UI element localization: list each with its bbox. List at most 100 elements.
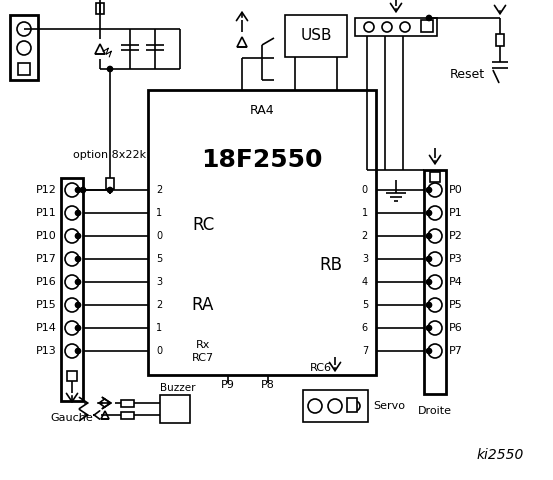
Circle shape <box>428 298 442 312</box>
Circle shape <box>65 183 79 197</box>
Text: option 8x22k: option 8x22k <box>74 150 147 160</box>
Circle shape <box>428 321 442 335</box>
Text: 7: 7 <box>362 346 368 356</box>
Bar <box>430 172 440 182</box>
Text: P11: P11 <box>36 208 57 218</box>
Text: 5: 5 <box>156 254 162 264</box>
Circle shape <box>76 188 81 192</box>
Bar <box>496 34 504 46</box>
Text: P16: P16 <box>36 277 57 287</box>
Bar <box>18 63 30 75</box>
Text: RC6: RC6 <box>310 363 332 373</box>
Circle shape <box>428 206 442 220</box>
Text: 18F2550: 18F2550 <box>201 148 323 172</box>
Text: P13: P13 <box>36 346 57 356</box>
Circle shape <box>17 22 31 36</box>
Bar <box>355 18 437 36</box>
Text: 5: 5 <box>362 300 368 310</box>
Text: Servo: Servo <box>373 401 405 411</box>
Text: 4: 4 <box>362 277 368 287</box>
Circle shape <box>426 188 431 192</box>
Text: 1: 1 <box>362 208 368 218</box>
Circle shape <box>65 206 79 220</box>
Text: P6: P6 <box>449 323 463 333</box>
Circle shape <box>65 344 79 358</box>
Text: 3: 3 <box>156 277 162 287</box>
Text: P4: P4 <box>449 277 463 287</box>
Circle shape <box>426 211 431 216</box>
Bar <box>347 398 357 412</box>
Circle shape <box>428 344 442 358</box>
Circle shape <box>17 41 31 55</box>
Text: 0: 0 <box>156 346 162 356</box>
Bar <box>121 411 134 419</box>
Circle shape <box>426 325 431 331</box>
Bar <box>67 371 77 381</box>
Circle shape <box>76 302 81 308</box>
Text: P10: P10 <box>36 231 57 241</box>
Circle shape <box>308 399 322 413</box>
Text: 6: 6 <box>362 323 368 333</box>
Circle shape <box>426 15 431 21</box>
Text: 3: 3 <box>362 254 368 264</box>
Text: P5: P5 <box>449 300 463 310</box>
Text: ki2550: ki2550 <box>476 448 524 462</box>
Circle shape <box>76 279 81 285</box>
Bar <box>121 399 134 407</box>
Bar <box>96 2 104 13</box>
Text: P1: P1 <box>449 208 463 218</box>
Bar <box>160 395 190 423</box>
Text: P17: P17 <box>36 254 57 264</box>
Text: P9: P9 <box>221 380 235 390</box>
Bar <box>424 170 446 394</box>
Text: Reset: Reset <box>450 69 485 82</box>
Text: P2: P2 <box>449 231 463 241</box>
Circle shape <box>428 229 442 243</box>
Circle shape <box>65 275 79 289</box>
Text: Rx: Rx <box>196 340 210 350</box>
Text: USB: USB <box>300 28 332 44</box>
Bar <box>303 390 368 422</box>
Text: RC: RC <box>192 216 214 234</box>
Text: P14: P14 <box>36 323 57 333</box>
Text: 0: 0 <box>362 185 368 195</box>
Circle shape <box>76 211 81 216</box>
Text: RC7: RC7 <box>192 353 214 363</box>
Text: Buzzer: Buzzer <box>160 383 196 393</box>
Text: 2: 2 <box>156 300 162 310</box>
Circle shape <box>400 22 410 32</box>
Circle shape <box>65 321 79 335</box>
Text: 1: 1 <box>156 323 162 333</box>
Text: 2: 2 <box>362 231 368 241</box>
Bar <box>10 15 38 80</box>
Circle shape <box>65 229 79 243</box>
Circle shape <box>428 275 442 289</box>
Circle shape <box>428 252 442 266</box>
Text: P3: P3 <box>449 254 463 264</box>
Text: P8: P8 <box>261 380 275 390</box>
Bar <box>421 20 433 32</box>
Bar <box>285 15 347 57</box>
Text: 1: 1 <box>156 208 162 218</box>
Circle shape <box>328 399 342 413</box>
Text: P0: P0 <box>449 185 463 195</box>
Text: Gauche: Gauche <box>51 413 93 423</box>
Text: P12: P12 <box>36 185 57 195</box>
Text: P15: P15 <box>36 300 57 310</box>
Text: 0: 0 <box>156 231 162 241</box>
Circle shape <box>65 298 79 312</box>
Text: P7: P7 <box>449 346 463 356</box>
Circle shape <box>426 279 431 285</box>
Circle shape <box>426 302 431 308</box>
Circle shape <box>76 233 81 239</box>
Text: RA4: RA4 <box>250 104 274 117</box>
Circle shape <box>107 67 112 72</box>
Bar <box>61 178 83 401</box>
Circle shape <box>81 188 86 192</box>
Circle shape <box>426 256 431 262</box>
Circle shape <box>426 348 431 353</box>
Bar <box>148 90 376 375</box>
Circle shape <box>382 22 392 32</box>
Text: RA: RA <box>192 296 214 314</box>
Circle shape <box>428 183 442 197</box>
